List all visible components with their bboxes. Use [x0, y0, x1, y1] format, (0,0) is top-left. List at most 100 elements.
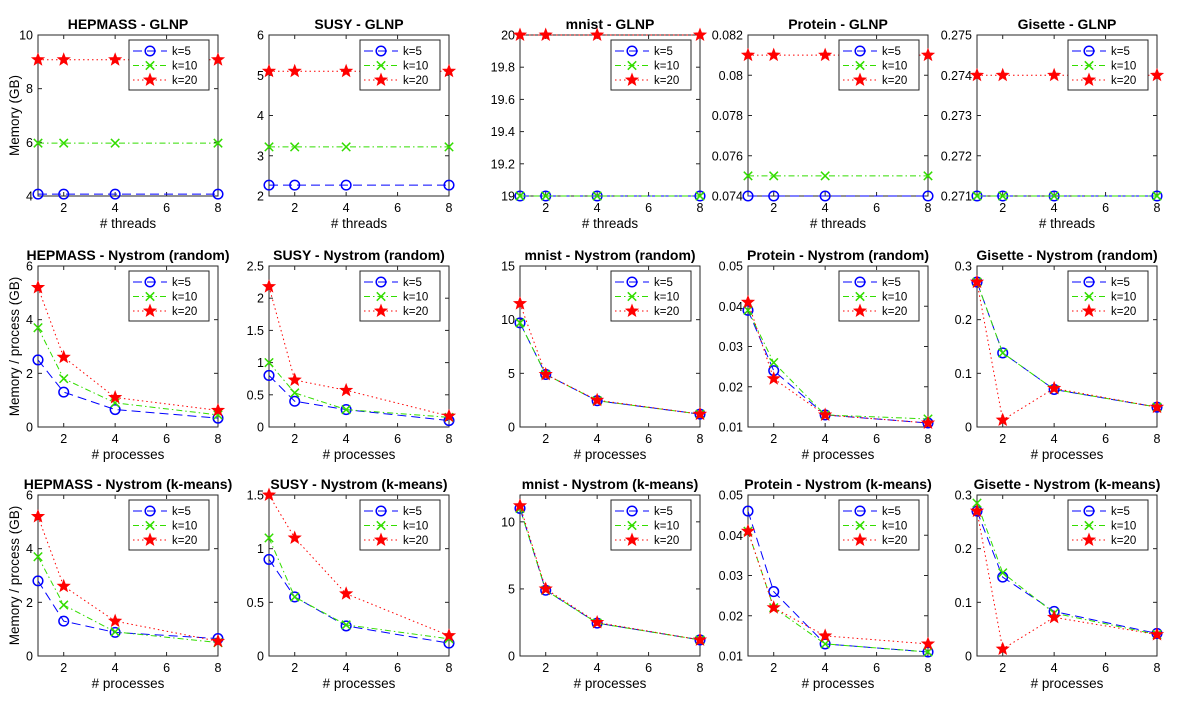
series-k=20 [740, 294, 936, 429]
legend-label: k=5 [882, 46, 901, 58]
data-point [819, 638, 831, 650]
data-point [30, 280, 46, 294]
legend-marker [375, 505, 387, 517]
chart-title: HEPMASS - GLNP [68, 16, 189, 32]
series-k=20 [261, 487, 457, 642]
series-line [747, 310, 929, 420]
data-point [768, 190, 780, 202]
data-point [538, 366, 553, 381]
data-point [768, 357, 779, 368]
legend-entry-k=10: k=10 [364, 292, 428, 304]
legend-marker [627, 291, 637, 302]
legend-entry-k=20: k=20 [843, 72, 907, 87]
legend-label: k=5 [1111, 277, 1130, 289]
series-k=20 [30, 509, 226, 648]
data-point [289, 591, 301, 603]
legend-marker [1083, 45, 1095, 57]
data-point [1047, 67, 1062, 82]
x-tick-label: 4 [112, 661, 119, 675]
legend-label: k=10 [403, 61, 428, 73]
legend-marker [144, 45, 156, 57]
legend-entry-k=5: k=5 [843, 276, 901, 289]
series-k=10 [264, 142, 454, 152]
data-point [110, 138, 120, 148]
chart-title: SUSY - Nystrom (k-means) [270, 476, 447, 492]
legend-marker [373, 532, 389, 547]
legend-entry-k=20: k=20 [843, 532, 907, 547]
y-tick-label: 0.3 [955, 489, 972, 503]
legend-label: k=20 [1111, 306, 1136, 318]
x-tick-label: 6 [1102, 201, 1109, 215]
y-tick-label: 4 [26, 190, 33, 204]
x-tick-label: 4 [822, 432, 829, 446]
data-point [768, 171, 779, 181]
y-tick-label: 19.6 [491, 93, 515, 107]
y-tick-label: 19.4 [491, 125, 515, 139]
legend-marker [1084, 60, 1094, 71]
series-k=20 [969, 274, 1165, 427]
data-point [742, 304, 754, 316]
data-point [58, 615, 70, 627]
data-point [997, 191, 1008, 201]
data-point [289, 388, 300, 398]
legend: k=5 k=10 k=20 [359, 499, 441, 551]
y-tick-label: 19 [501, 190, 515, 204]
data-point [1149, 399, 1165, 414]
y-tick-label: 0.04 [719, 300, 743, 314]
legend-marker [1083, 276, 1095, 288]
y-tick-label: 0.074 [712, 190, 743, 204]
y-tick-label: 0.076 [712, 149, 743, 163]
legend-box [610, 39, 692, 91]
legend-label: k=20 [882, 306, 907, 318]
legend-marker [624, 72, 640, 87]
data-point [590, 27, 605, 42]
series-k=20 [512, 498, 708, 646]
series-line [37, 359, 219, 419]
data-point [30, 509, 46, 523]
chart-panel-2: 2 4 6 8 2 3 4 5 6 SUSY - GLNP # threads k=5 k=10 k=20 [257, 16, 457, 231]
chart-panel-3: 2 4 6 8 19 19.2 19.4 19.6 19.8 20 mnist - GLNP # th… [491, 16, 708, 231]
legend-entry-k=5: k=5 [1072, 505, 1130, 518]
data-point [515, 318, 525, 328]
legend-label: k=20 [172, 535, 197, 547]
legend-marker [376, 60, 386, 71]
data-point [538, 581, 553, 595]
x-tick-label: 2 [60, 661, 67, 675]
data-point [1151, 190, 1163, 202]
x-tick-label: 8 [215, 432, 222, 446]
data-point [339, 63, 354, 78]
y-tick-label: 3 [257, 149, 264, 163]
data-point [766, 47, 781, 62]
x-axis-label: # processes [802, 676, 875, 691]
data-point [58, 138, 69, 148]
data-point [58, 188, 70, 200]
legend-marker [855, 60, 865, 71]
x-axis-label: # threads [331, 216, 388, 231]
legend-marker [373, 72, 389, 87]
x-tick-label: 8 [1154, 661, 1161, 675]
y-tick-label: 10 [501, 313, 515, 327]
legend-entry-k=5: k=5 [843, 45, 901, 58]
legend-label: k=10 [654, 292, 679, 304]
legend-entry-k=20: k=20 [133, 532, 197, 547]
y-tick-label: 0.078 [712, 109, 743, 123]
y-tick-label: 19.2 [491, 157, 515, 171]
x-tick-label: 6 [645, 432, 652, 446]
data-point [515, 191, 525, 201]
y-tick-label: 0.5 [247, 596, 264, 610]
y-tick-label: 0.05 [719, 489, 743, 503]
y-tick-label: 0.02 [719, 380, 743, 394]
data-point [743, 305, 753, 316]
data-point [263, 369, 275, 382]
data-point [289, 395, 301, 407]
y-tick-label: 0 [257, 421, 264, 435]
data-point [58, 386, 70, 398]
x-tick-label: 2 [60, 432, 67, 446]
x-tick-label: 2 [999, 432, 1006, 446]
series-line [268, 362, 450, 418]
legend-marker [852, 72, 868, 87]
data-point [32, 575, 44, 587]
x-tick-label: 8 [446, 201, 453, 215]
